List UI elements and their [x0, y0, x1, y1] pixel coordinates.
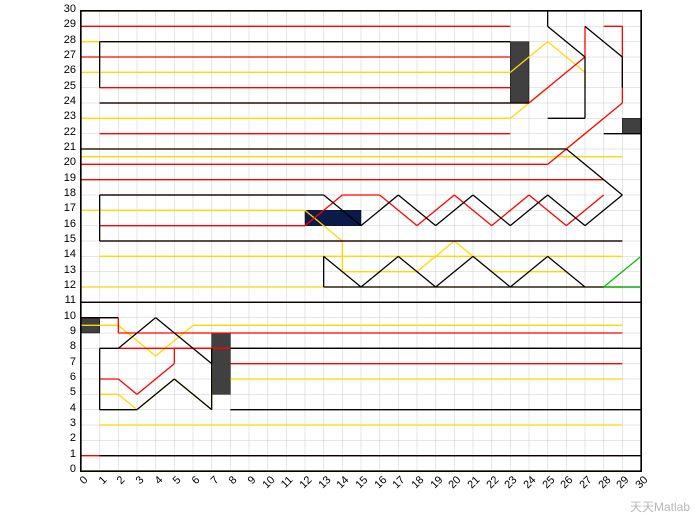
x-tick: 8	[217, 474, 240, 497]
x-tick: 2	[105, 474, 128, 497]
x-tick: 27	[572, 474, 595, 497]
y-tick: 26	[54, 64, 76, 76]
y-tick: 27	[54, 49, 76, 61]
y-tick: 17	[54, 202, 76, 214]
x-tick: 20	[441, 474, 464, 497]
y-tick: 23	[54, 110, 76, 122]
x-tick: 5	[161, 474, 184, 497]
y-tick: 24	[54, 95, 76, 107]
path-segment	[118, 379, 137, 394]
plot-svg	[81, 11, 641, 471]
path-segment	[529, 57, 585, 103]
y-tick: 12	[54, 279, 76, 291]
y-tick: 7	[54, 356, 76, 368]
grid-plot	[80, 10, 642, 472]
y-tick: 13	[54, 264, 76, 276]
y-tick: 6	[54, 371, 76, 383]
y-tick: 25	[54, 80, 76, 92]
x-tick: 11	[273, 474, 296, 497]
y-tick: 16	[54, 218, 76, 230]
path-segment	[118, 394, 137, 409]
x-tick: 15	[348, 474, 371, 497]
path-segment	[566, 149, 622, 195]
x-tick: 17	[385, 474, 408, 497]
y-tick: 9	[54, 325, 76, 337]
obstacle-cell	[212, 333, 231, 394]
y-tick: 18	[54, 187, 76, 199]
y-tick: 22	[54, 126, 76, 138]
y-tick: 2	[54, 432, 76, 444]
watermark: 天天Matlab	[630, 498, 690, 515]
x-tick: 14	[329, 474, 352, 497]
y-tick: 29	[54, 18, 76, 30]
x-tick: 23	[497, 474, 520, 497]
obstacle-cell	[622, 118, 641, 133]
y-tick: 21	[54, 141, 76, 153]
y-tick: 30	[54, 3, 76, 15]
x-tick: 6	[180, 474, 203, 497]
y-tick: 28	[54, 34, 76, 46]
y-tick: 4	[54, 402, 76, 414]
y-tick: 3	[54, 417, 76, 429]
x-tick: 30	[628, 474, 651, 497]
x-tick: 26	[553, 474, 576, 497]
y-tick: 10	[54, 310, 76, 322]
y-tick: 1	[54, 448, 76, 460]
x-tick: 9	[236, 474, 259, 497]
y-tick: 5	[54, 386, 76, 398]
x-tick: 18	[404, 474, 427, 497]
y-tick: 20	[54, 156, 76, 168]
path-segment	[156, 318, 212, 364]
x-tick: 0	[68, 474, 91, 497]
y-tick: 11	[54, 294, 76, 306]
x-tick: 12	[292, 474, 315, 497]
y-tick: 8	[54, 340, 76, 352]
x-tick: 21	[460, 474, 483, 497]
y-tick: 15	[54, 233, 76, 245]
obstacle-cell	[510, 42, 529, 103]
x-tick: 3	[124, 474, 147, 497]
x-tick: 24	[516, 474, 539, 497]
y-tick: 14	[54, 248, 76, 260]
y-tick: 0	[54, 463, 76, 475]
x-tick: 29	[609, 474, 632, 497]
y-tick: 19	[54, 172, 76, 184]
